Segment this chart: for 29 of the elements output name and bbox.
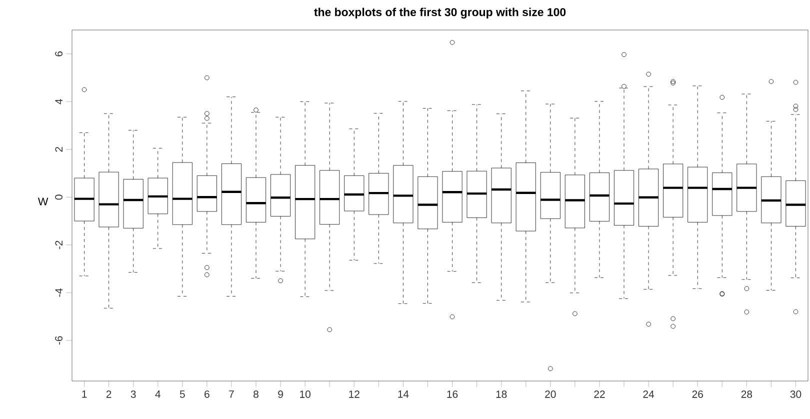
x-tick-label: 4 <box>155 390 160 398</box>
x-tick-label: 22 <box>594 390 605 398</box>
y-tick-label: -4 <box>55 288 62 297</box>
x-tick-label: 1 <box>82 390 87 398</box>
x-tick-label: 5 <box>180 390 185 398</box>
x-tick-label: 28 <box>741 390 752 398</box>
x-tick-label: 7 <box>229 390 234 398</box>
y-axis-title: W <box>38 198 48 206</box>
x-tick-label: 18 <box>496 390 507 398</box>
x-tick-label: 10 <box>300 390 310 398</box>
x-tick-label: 3 <box>130 390 136 398</box>
x-tick-label: 2 <box>106 390 112 398</box>
x-tick-label: 8 <box>254 390 258 398</box>
x-tick-label: 9 <box>278 390 283 398</box>
x-tick-label: 6 <box>204 390 210 398</box>
y-tick-label: -6 <box>55 336 62 345</box>
x-tick-label: 12 <box>349 390 360 398</box>
y-tick-label: -2 <box>55 240 62 250</box>
x-tick-label: 20 <box>545 390 556 398</box>
x-tick-label: 30 <box>790 390 802 398</box>
chart-title: the boxplots of the first 30 group with size 100 <box>314 8 566 18</box>
x-tick-label: 14 <box>398 390 409 398</box>
y-tick-label: 2 <box>55 147 62 152</box>
y-tick-label: 0 <box>55 194 62 200</box>
x-tick-label: 16 <box>447 390 458 398</box>
x-tick-label: 26 <box>692 390 703 398</box>
y-tick-label: 4 <box>55 99 62 104</box>
y-tick-label: 6 <box>55 51 62 56</box>
x-tick-label: 24 <box>643 390 654 398</box>
